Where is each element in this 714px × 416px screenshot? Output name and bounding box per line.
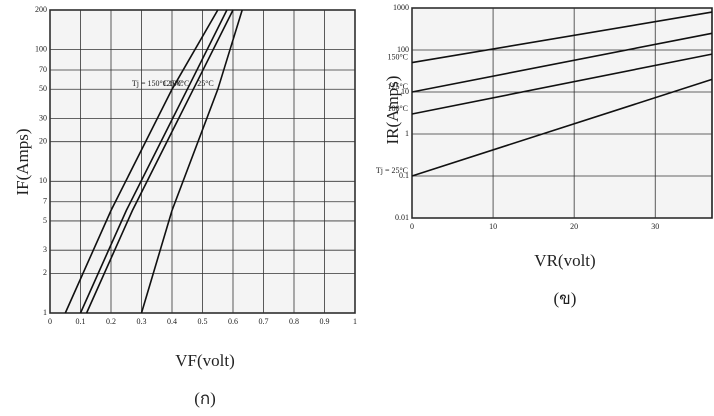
y-tick-label: 7: [43, 197, 47, 206]
x-tick-label: 0.3: [137, 317, 147, 326]
y-tick-label: 1000: [393, 3, 409, 12]
x-tick-label: 30: [651, 222, 659, 231]
x-tick-label: 0: [48, 317, 52, 326]
y-tick-label: 70: [39, 65, 47, 74]
y-axis-title: IR(Amps): [383, 76, 402, 145]
x-tick-label: 0.8: [289, 317, 299, 326]
caption: (ก): [194, 389, 216, 408]
x-tick-label: 20: [570, 222, 578, 231]
y-tick-label: 0.01: [395, 213, 409, 222]
y-tick-label: 50: [39, 84, 47, 93]
figure: 12357102030507010020000.10.20.30.40.50.6…: [0, 0, 714, 416]
x-tick-label: 0.6: [228, 317, 238, 326]
y-tick-label: 5: [43, 216, 47, 225]
x-tick-label: 0.5: [198, 317, 208, 326]
plot-area: [412, 8, 712, 218]
y-tick-label: 1: [43, 308, 47, 317]
x-tick-label: 0.9: [320, 317, 330, 326]
y-tick-label: 1: [405, 129, 409, 138]
y-tick-label: 100: [35, 44, 47, 53]
x-tick-label: 0.2: [106, 317, 116, 326]
y-tick-label: 2: [43, 268, 47, 277]
curve-label: 25°C: [197, 79, 214, 88]
curve-label: Tj = 25°C: [376, 166, 408, 175]
x-tick-label: 0.1: [76, 317, 86, 326]
y-axis-title: IF(Amps): [13, 128, 32, 195]
y-tick-label: 10: [39, 176, 47, 185]
page: {"chart_data": [ {"type": "line", "capti…: [0, 0, 714, 416]
curve-label: 150°C: [387, 52, 408, 61]
x-tick-label: 0.4: [167, 317, 177, 326]
y-tick-label: 30: [39, 113, 47, 122]
curve-label: 100°C: [169, 79, 190, 88]
x-tick-label: 1: [353, 317, 357, 326]
x-axis-title: VR(volt): [534, 251, 595, 270]
x-axis-title: VF(volt): [175, 351, 235, 370]
x-tick-label: 0: [410, 222, 414, 231]
y-tick-label: 200: [35, 5, 47, 14]
x-tick-label: 10: [489, 222, 497, 231]
x-tick-label: 0.7: [259, 317, 269, 326]
y-tick-label: 3: [43, 245, 47, 254]
y-tick-label: 20: [39, 137, 47, 146]
caption: (ข): [554, 289, 577, 308]
